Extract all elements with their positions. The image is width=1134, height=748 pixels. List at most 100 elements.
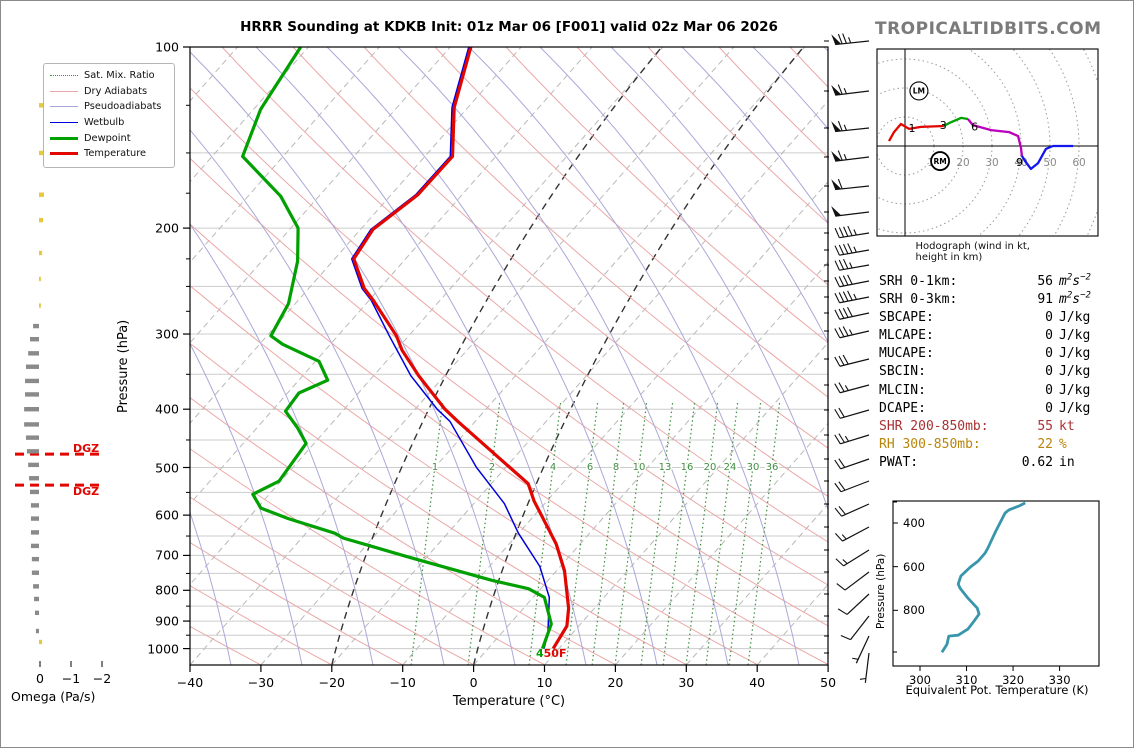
dry-adiabat-line: [292, 47, 828, 497]
thetae-pressure-tick-label: 400: [903, 516, 925, 530]
mix-ratio-line: [747, 400, 781, 665]
omega-bar: [28, 351, 39, 356]
surface-temperature-label: 50F: [543, 647, 567, 660]
stat-row: PWAT: 0.62 in: [879, 454, 1075, 470]
hodograph-ring-label: 20: [956, 157, 969, 169]
pressure-tick-label: 500: [155, 460, 179, 475]
omega-bar: [39, 103, 44, 108]
isotherm-line: [402, 180, 828, 665]
temperature-tick-label: 10: [536, 675, 553, 690]
mix-ratio-line: [591, 400, 625, 665]
mix-ratio-line: [565, 400, 599, 665]
stat-row: MUCAPE: 0 J/kg: [879, 346, 1091, 362]
omega-bar: [25, 435, 39, 440]
omega-panel: [24, 103, 103, 667]
mix-ratio-label: 8: [613, 462, 619, 473]
hodograph-frame: [876, 48, 1099, 237]
pressure-tick-label: 800: [155, 582, 179, 598]
isotherm-dark-dashed: [472, 47, 805, 665]
isotherm-line: [544, 342, 828, 665]
omega-bar: [39, 639, 43, 645]
omega-tick-label: −1: [61, 671, 81, 686]
isotherm-line: [190, 47, 735, 665]
isotherm-line: [190, 47, 593, 505]
hodograph-ring-label: 50: [1043, 157, 1056, 169]
omega-bar: [30, 516, 39, 521]
omega-bar: [39, 217, 44, 223]
mix-ratio-label: 10: [633, 462, 646, 473]
skewt-profiles: [241, 47, 571, 650]
thetae-x-tick-label: 310: [955, 673, 978, 687]
omega-bar: [30, 489, 39, 495]
stat-row: MLCIN: 0 J/kg: [879, 382, 1091, 398]
hodograph-trace-6-9km: [967, 118, 1024, 157]
dgz-lower-label: DGZ: [73, 485, 100, 498]
pseudoadiabat-line: [610, 47, 828, 343]
isotherm-line: [190, 47, 664, 586]
dry-adiabat-line: [576, 47, 828, 286]
dewpoint-curve: [241, 47, 553, 650]
dry-adiabat-line: [190, 541, 404, 665]
thetae-x-tick-label: 330: [1048, 673, 1071, 687]
skewt-background: 1 2 4 6 8 10 13 16 20 24 30 36: [190, 47, 828, 665]
mix-ratio-line: [410, 400, 444, 665]
legend-line-sample: [50, 90, 78, 92]
mix-ratio-line: [685, 400, 719, 665]
legend-label: Dewpoint: [84, 132, 131, 144]
pseudoadiabat-line: [190, 129, 445, 665]
hodograph-height-label: 1: [908, 122, 915, 135]
omega-tick-label: 0: [36, 671, 44, 686]
pseudoadiabat-line: [752, 47, 828, 130]
stat-row: DCAPE: 0 J/kg: [879, 400, 1091, 416]
legend-label: Wetbulb: [84, 117, 125, 129]
pressure-tick-label: 100: [155, 39, 179, 55]
omega-bar: [24, 422, 39, 427]
hodograph-trace-9-12km: [1020, 144, 1074, 171]
legend-line-sample: [50, 106, 78, 108]
omega-bar: [25, 392, 39, 397]
dry-adiabat-line: [190, 157, 828, 627]
mix-ratio-line: [614, 400, 648, 665]
stat-row: SBCAPE: 0 J/kg: [879, 310, 1091, 326]
thetae-pressure-tick-label: 800: [903, 603, 925, 618]
thetae-pressure-tick-label: 600: [903, 559, 925, 574]
stat-row: SRH 0-3km: 91 m2s−2: [879, 290, 1091, 308]
dry-adiabat-line: [190, 397, 617, 665]
omega-bar: [39, 250, 43, 256]
mix-ratio-line: [640, 400, 674, 665]
temperature-tick-label: −10: [389, 675, 416, 690]
omega-bar: [39, 303, 41, 308]
temperature-tick-label: 30: [678, 675, 695, 690]
pressure-tick-label: 1000: [147, 641, 179, 657]
mix-ratio-line: [728, 400, 762, 665]
omega-bar: [31, 556, 39, 562]
legend-label: Temperature: [84, 148, 147, 160]
legend-item: Wetbulb: [50, 115, 168, 131]
mix-ratio-line: [467, 400, 501, 665]
pseudoadiabat-line: [190, 342, 303, 665]
pressure-tick-label: 400: [155, 401, 179, 417]
temperature-tick-label: 50: [820, 675, 837, 690]
temperature-tick-label: −20: [318, 675, 345, 690]
dry-adiabat-line: [190, 496, 475, 665]
wind-barb-column: [824, 33, 870, 683]
legend-line-sample: [50, 136, 78, 140]
hodograph-height-label: 9: [1016, 156, 1023, 169]
mix-ratio-label: 2: [489, 462, 495, 473]
stat-row: MLCAPE: 0 J/kg: [879, 328, 1091, 344]
dry-adiabat-line: [221, 47, 828, 543]
mix-ratio-label: 16: [681, 462, 694, 473]
thetae-curve: [940, 501, 1026, 653]
hodograph-marker-RM: [930, 151, 950, 171]
pseudoadiabat-line: [190, 510, 232, 665]
pseudoadiabat-line: [190, 51, 516, 665]
pressure-tick-label: 900: [155, 613, 179, 629]
mix-ratio-label: 30: [747, 462, 760, 473]
omega-bar: [39, 150, 44, 156]
page-title: HRRR Sounding at KDKB Init: 01z Mar 06 […: [240, 19, 778, 35]
legend-item: Dry Adiabats: [50, 84, 168, 100]
omega-bar: [30, 543, 39, 549]
pseudoadiabat-line: [190, 223, 374, 665]
omega-axis-title: Omega (Pa/s): [11, 689, 96, 704]
